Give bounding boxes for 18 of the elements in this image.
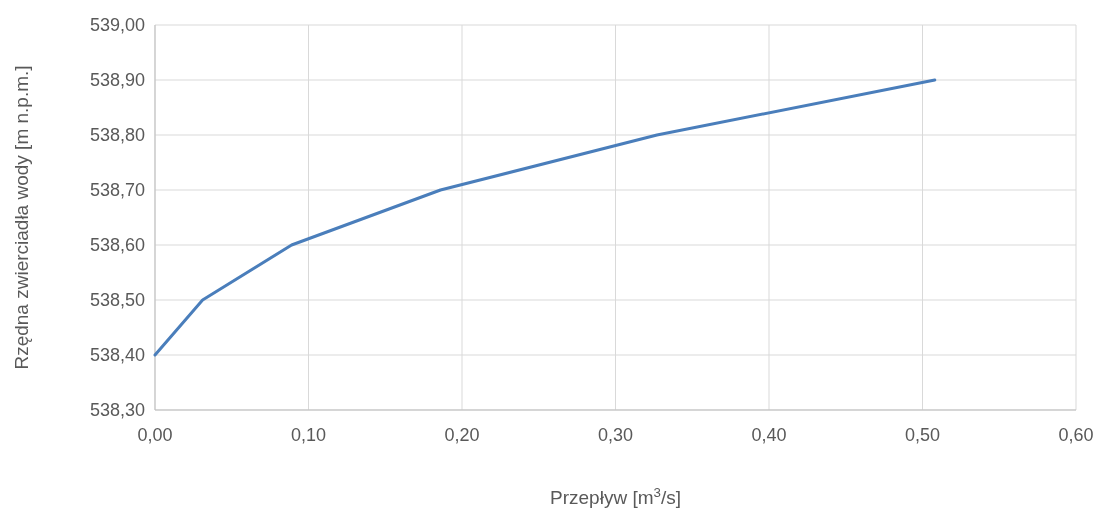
line-series [153, 78, 937, 357]
y-tick-label: 538,70 [89, 180, 145, 200]
y-tick-label: 538,80 [89, 125, 145, 145]
x-axis-title: Przepływ [m$^{3}$/s] [550, 484, 681, 508]
x-tick-label: 0,60 [1058, 425, 1094, 445]
y-tick-label: 538,40 [89, 345, 145, 365]
y-tick-label: 538,30 [89, 400, 145, 420]
y-tick-label: 538,60 [89, 235, 145, 255]
x-tick-label: 0,10 [290, 425, 327, 445]
y-tick-label: 538,50 [89, 290, 145, 310]
x-tick-label: 0,00 [137, 425, 173, 445]
x-tick-label: 0,40 [751, 425, 787, 445]
x-tick-label: 0,20 [444, 425, 480, 445]
x-tick-label: 0,30 [597, 425, 634, 445]
x-tick-label: 0,50 [904, 425, 941, 445]
y-tick-label: 538,90 [89, 70, 145, 90]
y-axis-title: Rzędna zwierciadła wody [m n.p.m.] [11, 65, 32, 370]
y-tick-label: 539,00 [89, 15, 145, 35]
